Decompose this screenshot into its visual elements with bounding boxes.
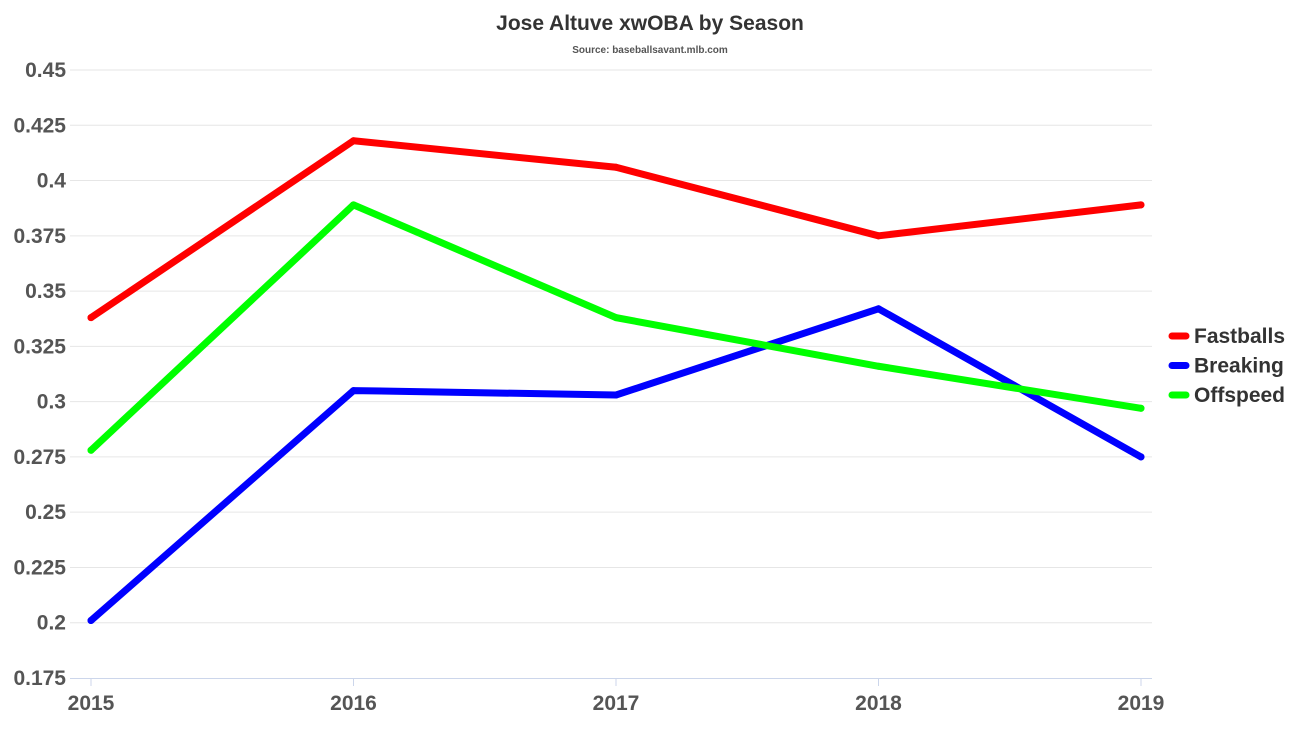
- data-point-fastballs: [875, 232, 882, 240]
- x-tick-label: 2017: [593, 692, 640, 715]
- legend-label-fastballs: Fastballs: [1194, 325, 1285, 348]
- legend: Fastballs Breaking Offspeed: [1168, 325, 1285, 407]
- x-tick-label: 2019: [1118, 692, 1165, 715]
- data-point-offspeed: [612, 314, 620, 322]
- y-tick-label: 0.25: [25, 501, 66, 524]
- chart-subtitle: Source: baseballsavant.mlb.com: [572, 45, 728, 56]
- data-point-breaking: [87, 617, 95, 625]
- series-line-breaking: [87, 305, 1145, 625]
- data-point-breaking: [612, 391, 620, 399]
- x-tick-label: 2018: [855, 692, 902, 715]
- y-tick-label: 0.4: [37, 170, 67, 193]
- y-tick-label: 0.175: [13, 667, 66, 690]
- series-lines: [87, 137, 1145, 625]
- data-point-offspeed: [87, 446, 95, 454]
- data-point-breaking: [875, 305, 882, 313]
- x-tick-label: 2016: [330, 692, 377, 715]
- y-tick-label: 0.35: [25, 280, 66, 303]
- y-tick-label: 0.2: [37, 612, 66, 635]
- x-axis: 2015 2016 2017 2018 2019: [68, 678, 1165, 715]
- legend-label-breaking: Breaking: [1194, 355, 1284, 378]
- data-point-offspeed: [875, 362, 882, 370]
- y-tick-label: 0.425: [13, 114, 66, 137]
- y-axis-labels: 0.175 0.2 0.225 0.25 0.275 0.3 0.325 0.35 0.375 0…: [13, 59, 66, 690]
- data-point-fastballs: [87, 314, 95, 322]
- y-tick-label: 0.325: [13, 335, 66, 358]
- data-point-fastballs: [350, 137, 357, 145]
- series-line-offspeed: [87, 201, 1145, 454]
- y-tick-label: 0.225: [13, 556, 66, 579]
- chart-title: Jose Altuve xwOBA by Season: [496, 12, 804, 35]
- data-point-breaking: [350, 387, 357, 395]
- x-tick-label: 2015: [68, 692, 115, 715]
- legend-label-offspeed: Offspeed: [1194, 384, 1285, 407]
- gridlines: [70, 69, 1152, 624]
- data-point-offspeed: [1137, 404, 1145, 412]
- y-tick-label: 0.275: [13, 446, 66, 469]
- data-point-fastballs: [612, 163, 620, 171]
- y-tick-label: 0.3: [37, 391, 66, 414]
- y-tick-label: 0.45: [25, 59, 66, 82]
- data-point-breaking: [1137, 453, 1145, 461]
- data-point-offspeed: [350, 201, 357, 209]
- y-tick-label: 0.375: [13, 225, 66, 248]
- data-point-fastballs: [1137, 201, 1145, 209]
